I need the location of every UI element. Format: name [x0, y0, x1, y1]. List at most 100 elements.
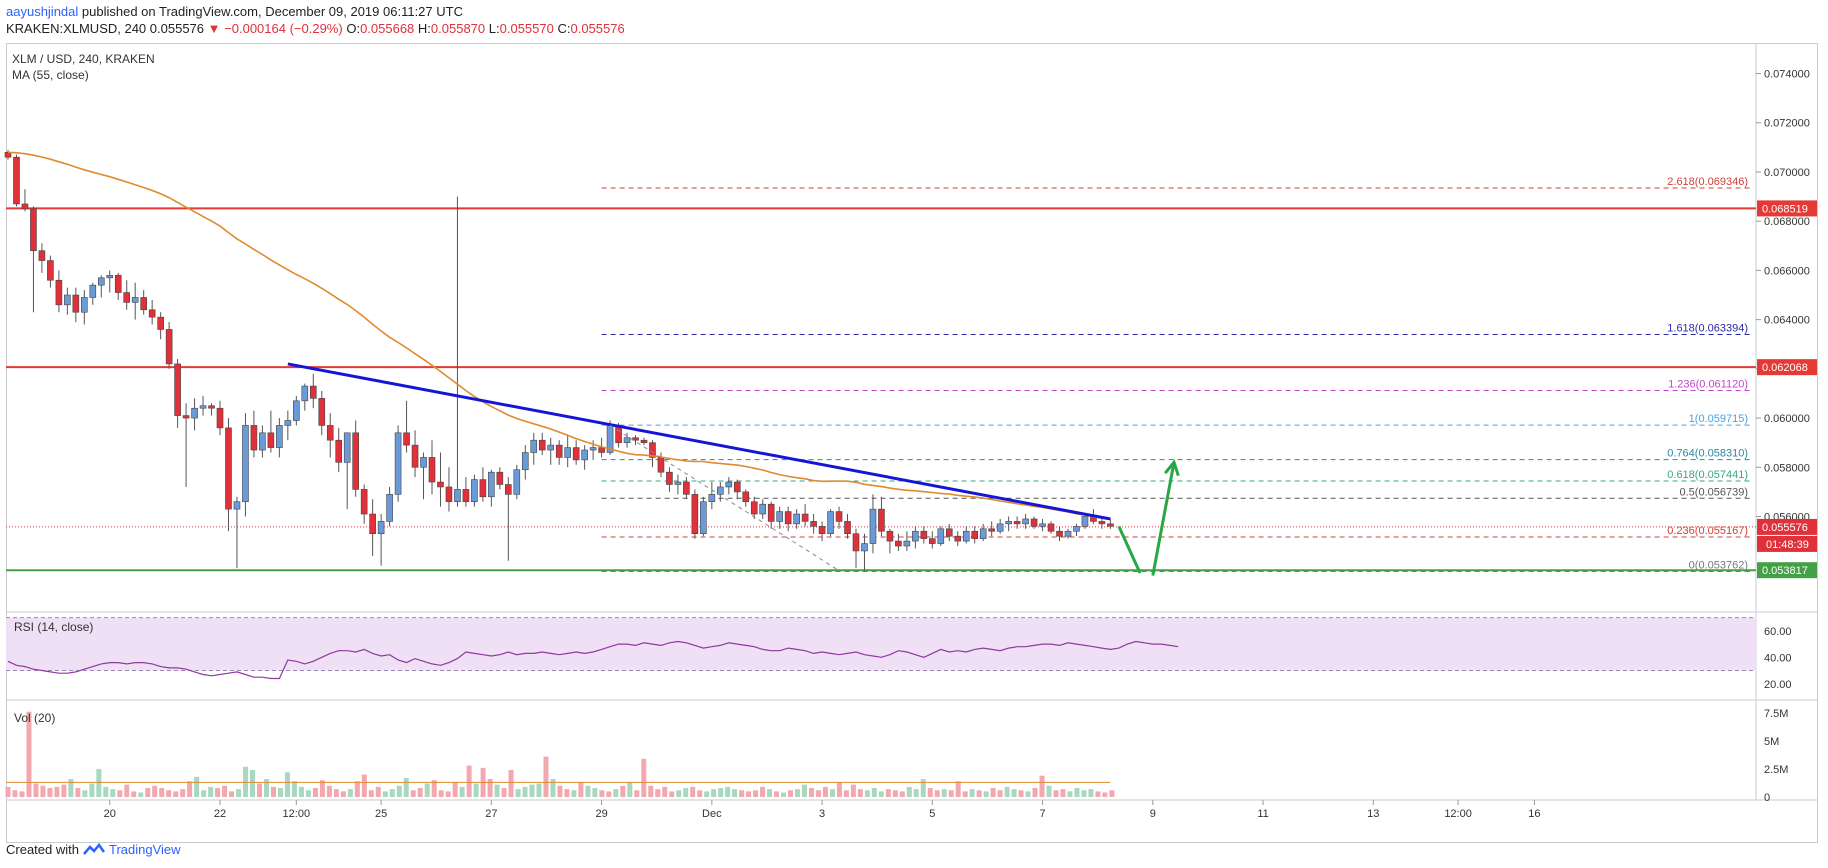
candle-body [666, 471, 673, 485]
volume-bar [236, 789, 242, 797]
candle-body [683, 481, 690, 495]
candle-body [640, 439, 648, 443]
volume-bar [522, 786, 528, 797]
volume-bar [103, 786, 109, 797]
volume-bar [557, 785, 563, 797]
trend-line [287, 362, 1111, 521]
volume-bar [941, 789, 947, 797]
volume-bar [781, 792, 787, 797]
volume-bar [774, 791, 780, 797]
candle-body [538, 439, 546, 451]
volume-bar [208, 786, 214, 797]
volume-bar [201, 790, 207, 797]
publish-text: published on TradingView.com, December 0… [78, 4, 463, 19]
volume-bar [368, 790, 374, 797]
candle-body [1047, 523, 1055, 532]
candle-body [97, 277, 105, 286]
volume-bar [89, 783, 95, 797]
fib-level-label: 2.618(0.069346) [1667, 176, 1748, 188]
volume-bar [424, 783, 430, 797]
candle-body [572, 447, 580, 461]
candle-body [530, 439, 538, 453]
level-price-label: 0.062068 [1762, 362, 1808, 374]
volume-bar [543, 756, 549, 797]
volume-bar [459, 786, 465, 797]
high-value: 0.055870 [430, 21, 486, 36]
candle-body [13, 156, 20, 205]
high-label: H: [417, 21, 431, 36]
candle-body [428, 457, 436, 483]
volume-bar [690, 786, 696, 797]
candle-body [657, 457, 665, 473]
candle-body [784, 511, 792, 525]
candle-body [827, 511, 834, 535]
volume-bar [836, 782, 842, 797]
volume-bar [124, 784, 130, 797]
candle-body [521, 452, 529, 471]
volume-bar [725, 786, 731, 797]
volume-bar [634, 790, 640, 797]
level-price-tag [1757, 359, 1817, 376]
candle-body [326, 425, 334, 441]
candle-body [979, 528, 987, 539]
open-value: 0.055668 [360, 21, 415, 36]
volume-bar [990, 788, 996, 797]
candle-body [471, 479, 478, 503]
volume-bar [187, 781, 193, 797]
candle-body [750, 501, 758, 515]
candle-body [140, 297, 147, 311]
volume-bar [648, 785, 654, 797]
volume-bar [354, 781, 360, 797]
volume-bar [808, 788, 814, 797]
candle-body [462, 489, 470, 503]
forecast-up-segment [1151, 462, 1176, 576]
fib-level-label: 0.764(0.058310) [1667, 448, 1748, 460]
candle-body [386, 494, 393, 522]
author-link[interactable]: aayushjindal [6, 4, 79, 19]
level-price-label: 0.053817 [1762, 565, 1808, 577]
candle-body [793, 513, 800, 525]
candle-body [72, 294, 80, 313]
volume-bar [75, 788, 81, 797]
tradingview-brand[interactable]: TradingView [108, 842, 181, 857]
countdown-label: 01:48:39 [1766, 539, 1809, 551]
time-tick-label: 27 [485, 808, 497, 820]
rsi-pane: 60.00 40.00 20.00 [6, 617, 1792, 691]
volume-bar [753, 790, 759, 797]
volume-bar [215, 788, 221, 797]
candle-body [259, 432, 266, 451]
candle-body [174, 363, 181, 416]
level-price-label: 0.068519 [1762, 203, 1808, 215]
footer: Created with TradingView [6, 842, 181, 857]
created-with-text: Created with [6, 842, 79, 857]
volume-bar [683, 788, 689, 797]
volume-bar [1074, 788, 1080, 797]
volume-bar [340, 791, 346, 797]
volume-bar [403, 777, 409, 797]
price-tick-label: 0.070000 [1764, 167, 1810, 179]
volume-bar [431, 780, 437, 797]
candle-body [148, 309, 156, 318]
volume-bar [452, 782, 458, 797]
volume-bar [599, 790, 605, 797]
candle-body [47, 260, 54, 281]
volume-bar [760, 786, 766, 797]
volume-bar [96, 768, 102, 797]
time-tick-label: 7 [1039, 808, 1045, 820]
publish-line: aayushjindal published on TradingView.co… [6, 4, 463, 19]
open-label: O: [346, 21, 361, 36]
candle-body [165, 329, 173, 365]
volume-bar [822, 786, 828, 797]
time-tick-label: 25 [375, 808, 387, 820]
volume-bar [536, 783, 542, 797]
volume-bar [871, 788, 877, 797]
volume-bar [173, 791, 179, 797]
symbol-label: KRAKEN:XLMUSD, 240 [6, 21, 147, 36]
volume-bar [264, 779, 270, 797]
candle-body [208, 405, 215, 409]
time-tick-label: 29 [595, 808, 607, 820]
volume-bar [1032, 788, 1038, 797]
price-tick-label: 0.074000 [1764, 69, 1810, 81]
candle-body [1073, 526, 1080, 532]
